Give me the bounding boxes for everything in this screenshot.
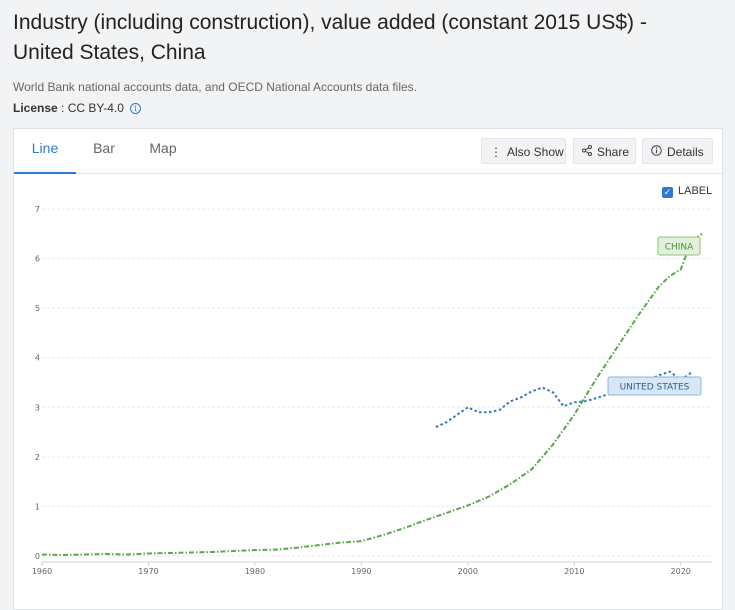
share-label: Share — [597, 145, 630, 159]
label-toggle-text: LABEL — [678, 185, 713, 197]
series-label-box — [607, 376, 702, 396]
x-tick-label: 2010 — [564, 567, 584, 576]
license-value: : CC BY-4.0 — [57, 101, 124, 115]
y-tick-label: 3 — [35, 403, 40, 412]
license-info: License : CC BY-4.0 i — [13, 101, 141, 115]
line-chart: 0 1 2 3 4 5 6 7 1960 1970 1980 1990 2000 2010 2020 CHIN… — [32, 205, 712, 576]
data-source: World Bank national accounts data, and O… — [13, 80, 418, 94]
details-button[interactable]: Details — [642, 138, 713, 164]
y-tick-label: 0 — [35, 552, 40, 561]
y-tick-label: 4 — [35, 354, 40, 363]
series-line-china — [41, 232, 703, 556]
tab-line[interactable]: Line — [14, 129, 76, 174]
y-tick-label: 1 — [35, 502, 40, 511]
share-button[interactable]: Share — [573, 138, 636, 164]
label-toggle[interactable]: ✓ LABEL — [662, 184, 712, 198]
x-tick-label: 1960 — [32, 567, 52, 576]
info-circle-icon — [651, 139, 662, 165]
x-tick-label: 2000 — [458, 567, 478, 576]
view-tabs: Line Bar Map ⋮ Also Show Share Details — [14, 129, 722, 174]
tab-bar[interactable]: Bar — [93, 140, 115, 156]
details-label: Details — [667, 145, 704, 159]
label-checkbox[interactable]: ✓ — [662, 187, 673, 198]
y-tick-label: 7 — [35, 205, 40, 214]
chart-panel: Line Bar Map ⋮ Also Show Share Details ✓ L… — [13, 128, 723, 610]
y-tick-label: 2 — [35, 453, 40, 462]
x-tick-label: 1970 — [138, 567, 158, 576]
share-icon — [582, 139, 592, 165]
series-label: CHINA — [665, 243, 694, 253]
x-tick-label: 1980 — [245, 567, 265, 576]
also-show-label: Also Show — [507, 145, 564, 159]
x-tick-label: 1990 — [351, 567, 371, 576]
series-label-box — [657, 236, 701, 256]
y-tick-label: 5 — [35, 304, 40, 313]
x-tick-label: 2020 — [671, 567, 691, 576]
series-label: UNITED STATES — [620, 383, 690, 393]
y-tick-label: 6 — [35, 255, 40, 264]
tab-map[interactable]: Map — [149, 140, 177, 156]
info-icon[interactable]: i — [129, 103, 141, 114]
more-vertical-icon: ⋮ — [490, 145, 502, 159]
page-title: Industry (including construction), value… — [13, 11, 647, 64]
also-show-button[interactable]: ⋮ Also Show — [481, 138, 566, 164]
license-label: License — [13, 101, 58, 115]
